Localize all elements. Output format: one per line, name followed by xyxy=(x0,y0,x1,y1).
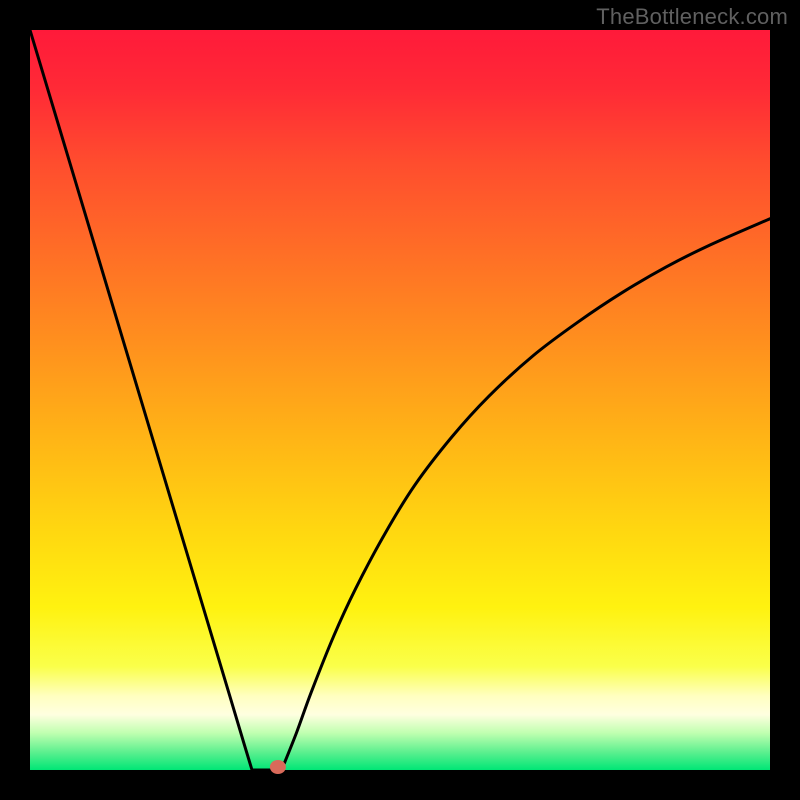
bottleneck-chart xyxy=(0,0,800,800)
chart-frame: TheBottleneck.com xyxy=(0,0,800,800)
watermark-text: TheBottleneck.com xyxy=(596,4,788,30)
optimal-point-marker xyxy=(270,760,286,774)
